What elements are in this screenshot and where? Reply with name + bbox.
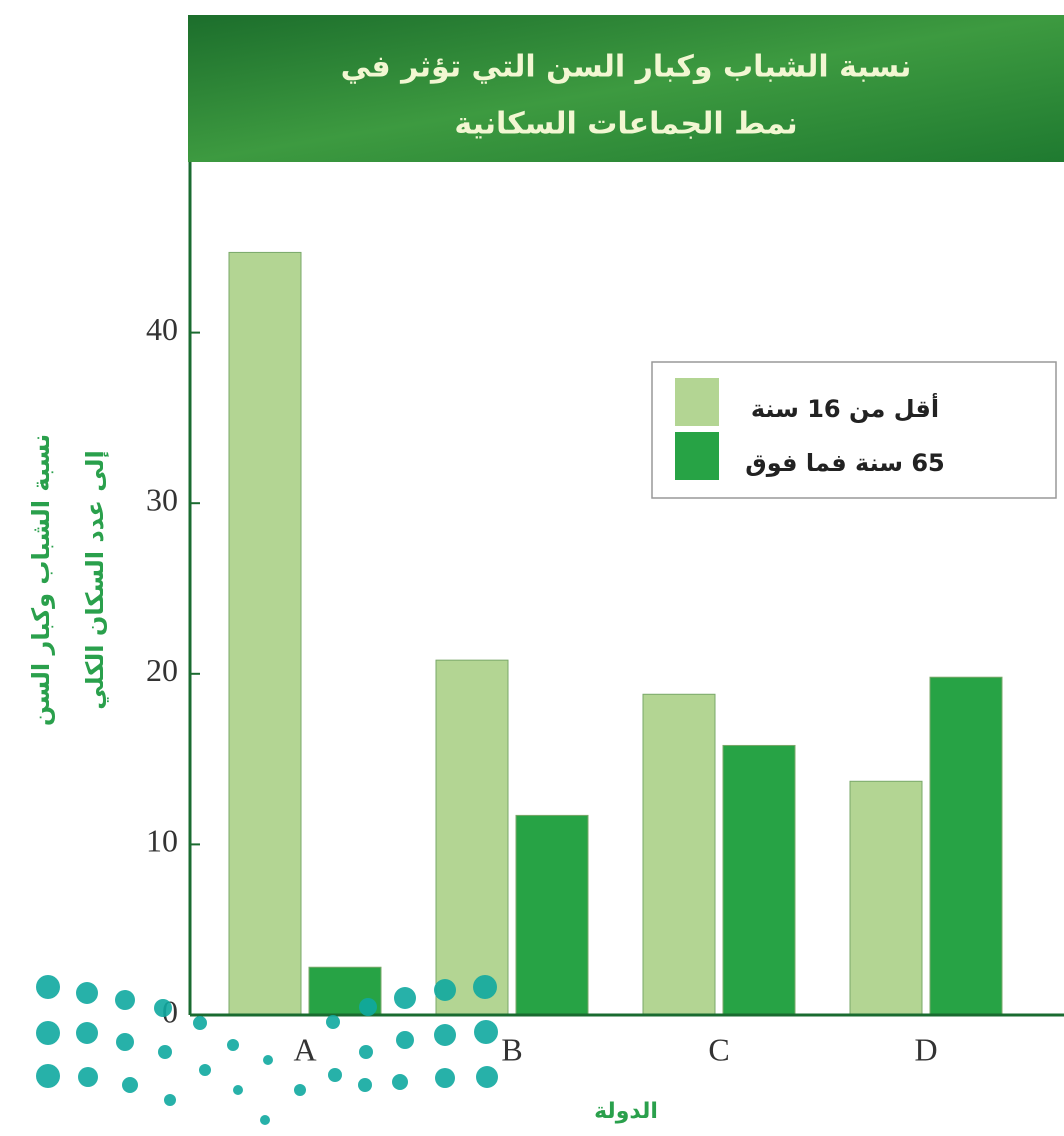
- watermark-dot: [76, 982, 98, 1004]
- watermark-dot: [115, 990, 135, 1010]
- bar: [722, 744, 796, 1016]
- x-tick-label: A: [293, 1031, 316, 1067]
- watermark-dot: [326, 1015, 340, 1029]
- watermark-dot: [116, 1033, 134, 1051]
- legend-swatch: [675, 432, 719, 480]
- watermark-dot: [434, 979, 456, 1001]
- watermark-dot: [233, 1085, 243, 1095]
- watermark-dot: [359, 998, 377, 1016]
- legend-swatch: [675, 378, 719, 426]
- chart-title: نمط الجماعات السكانية: [454, 107, 797, 142]
- x-axis-label: الدولة: [594, 1099, 658, 1124]
- bar: [435, 659, 509, 1016]
- x-tick-label: B: [501, 1031, 522, 1067]
- legend-label: أقل من 16 سنة: [751, 393, 939, 423]
- watermark-dot: [473, 975, 497, 999]
- legend-box: [651, 361, 1057, 499]
- watermark-dot: [474, 1020, 498, 1044]
- watermark-dot: [158, 1045, 172, 1059]
- bar: [228, 251, 302, 1016]
- bar: [515, 814, 589, 1016]
- bar: [929, 676, 1003, 1016]
- watermark-dot: [154, 999, 172, 1017]
- watermark-dot: [359, 1045, 373, 1059]
- bar: [849, 780, 923, 1016]
- watermark-dot: [76, 1022, 98, 1044]
- y-tick-label: 30: [146, 482, 178, 518]
- watermark-dot: [36, 1021, 60, 1045]
- title-box: [188, 15, 1064, 162]
- watermark-dot: [396, 1031, 414, 1049]
- watermark-dot: [260, 1115, 270, 1125]
- y-axis-label: إلى عدد السكان الكلي: [81, 450, 109, 710]
- watermark-dot: [394, 987, 416, 1009]
- watermark-dot: [193, 1016, 207, 1030]
- watermark-dot: [199, 1064, 211, 1076]
- chart-title: نسبة الشباب وكبار السن التي تؤثر في: [341, 50, 912, 85]
- watermark-dot: [164, 1094, 176, 1106]
- watermark-dot: [78, 1067, 98, 1087]
- y-tick-label: 10: [146, 823, 178, 859]
- watermark-dot: [263, 1055, 273, 1065]
- watermark-dot: [476, 1066, 498, 1088]
- watermark-dot: [36, 975, 60, 999]
- x-tick-label: C: [708, 1031, 729, 1067]
- y-tick-label: 40: [146, 311, 178, 347]
- watermark-dot: [392, 1074, 408, 1090]
- bar: [642, 693, 716, 1016]
- legend-label: 65 سنة فما فوق: [745, 449, 944, 477]
- x-tick-label: D: [914, 1031, 937, 1067]
- watermark-dot: [435, 1068, 455, 1088]
- watermark-dot: [227, 1039, 239, 1051]
- watermark-dot: [294, 1084, 306, 1096]
- watermark-dot: [36, 1064, 60, 1088]
- y-tick-label: 20: [146, 652, 178, 688]
- watermark-dot: [122, 1077, 138, 1093]
- watermark-dot: [358, 1078, 372, 1092]
- watermark-dot: [434, 1024, 456, 1046]
- y-axis-label: نسبة الشباب وكبار السن: [27, 434, 55, 726]
- watermark-dot: [328, 1068, 342, 1082]
